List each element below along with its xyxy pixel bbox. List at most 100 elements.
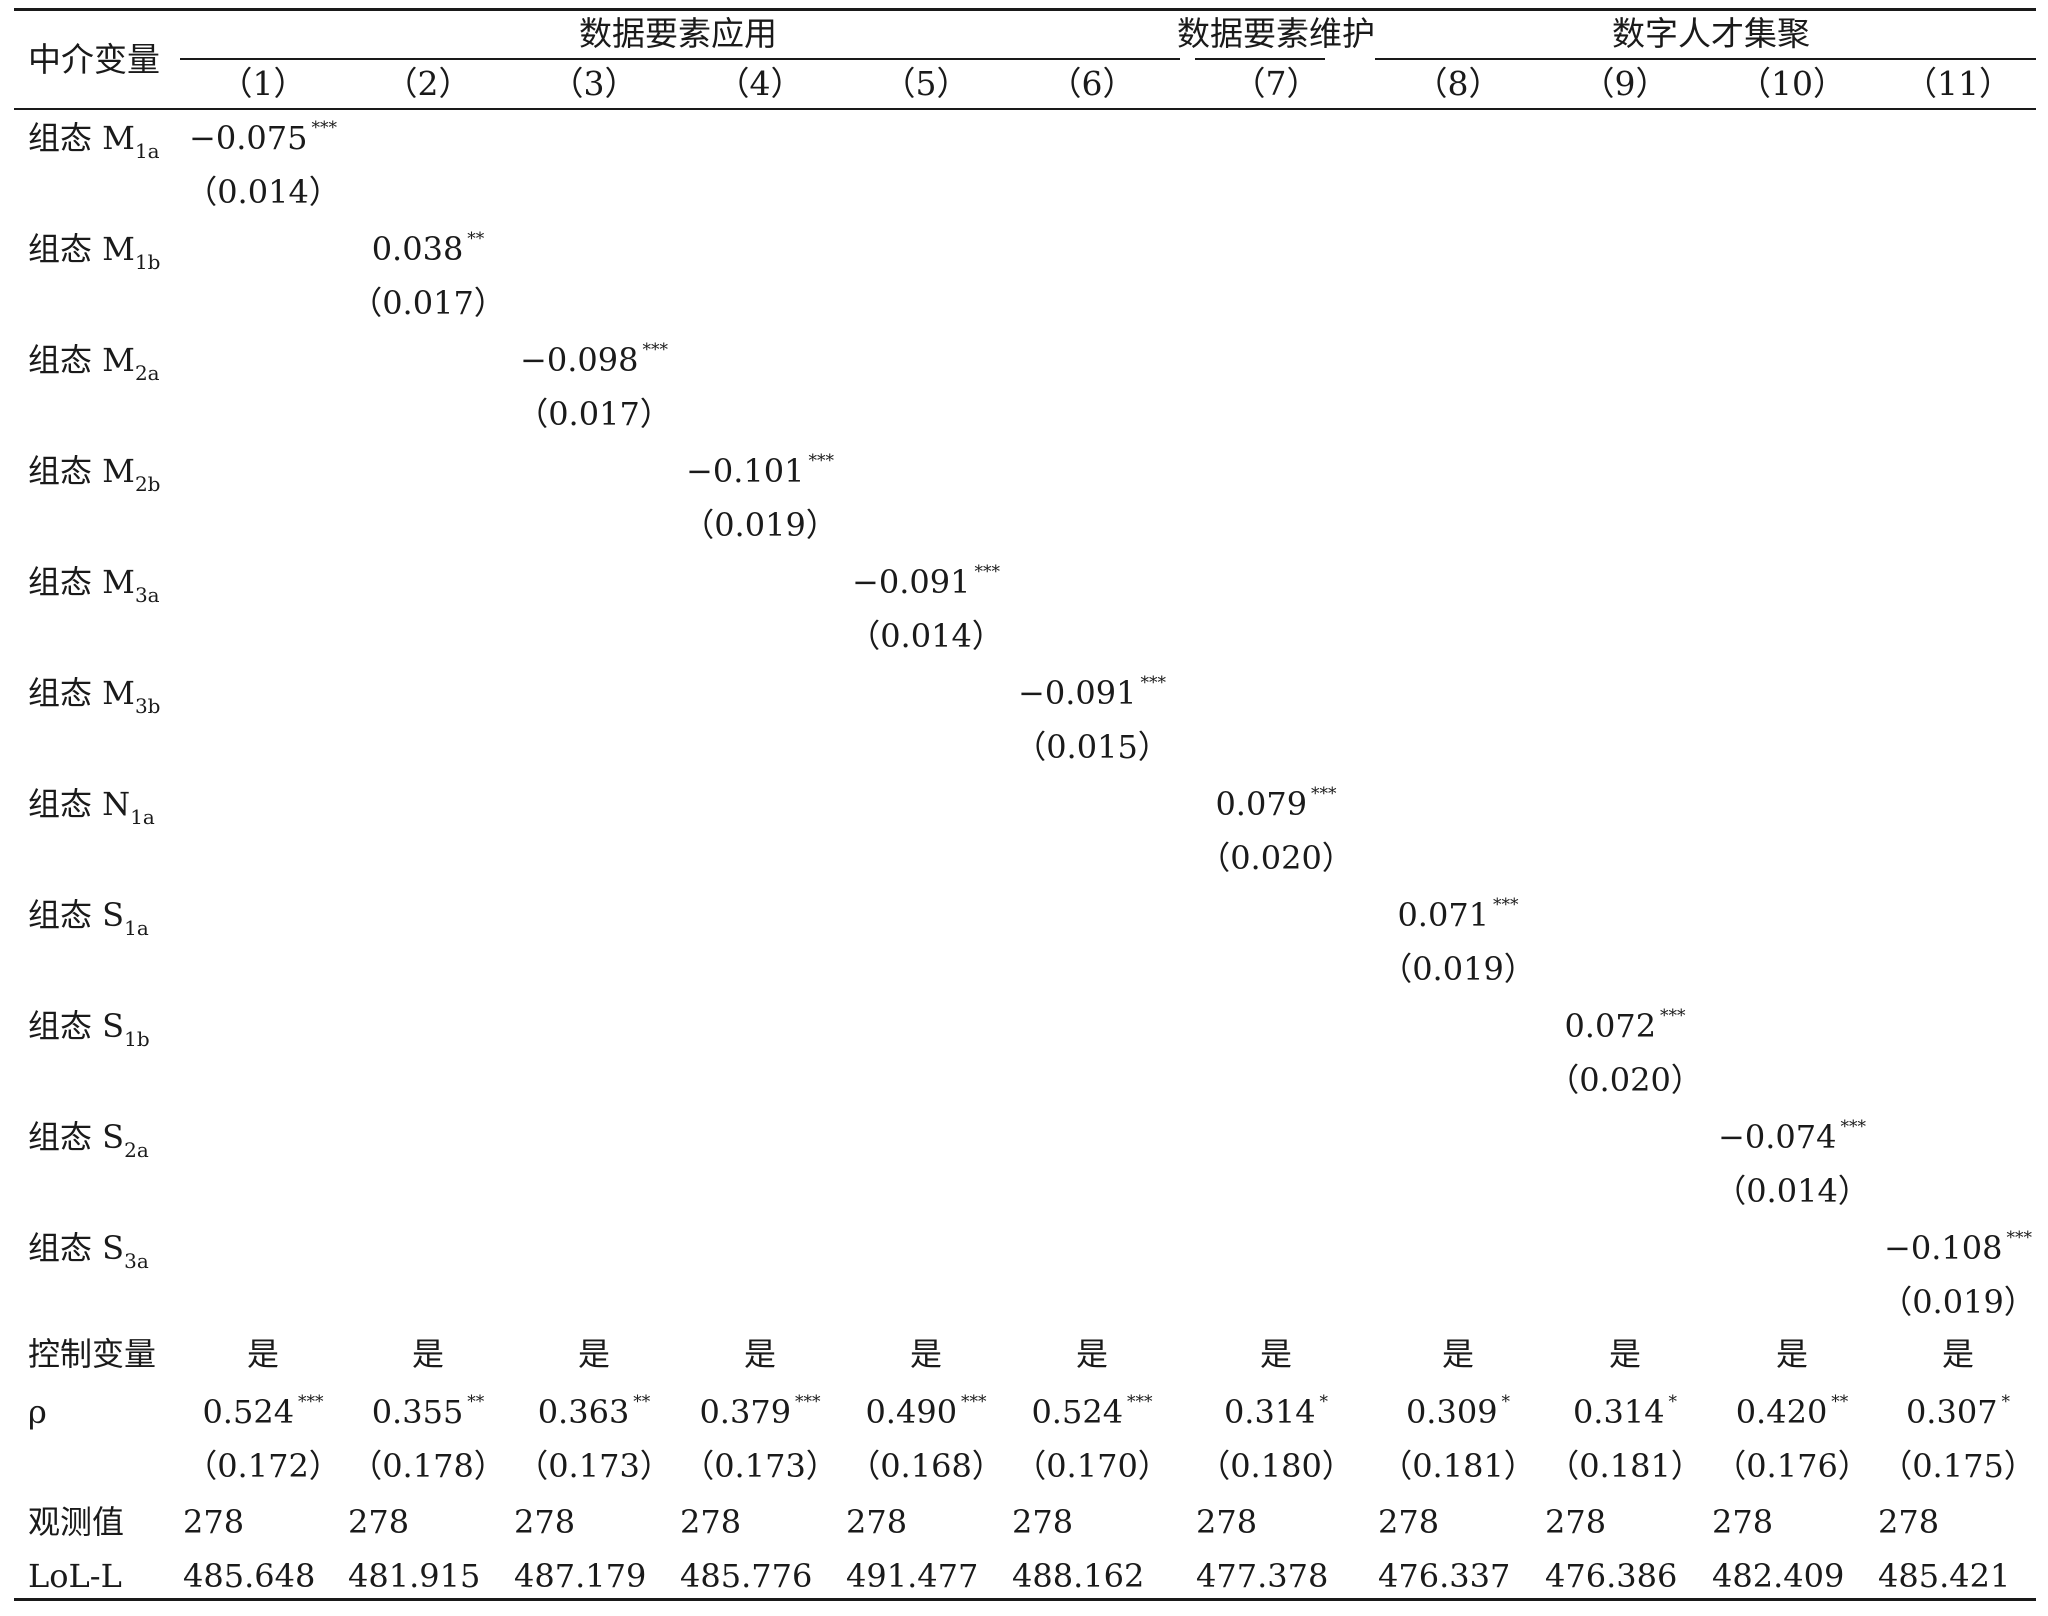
config-label-subscript: 2a — [134, 361, 160, 385]
significance-stars: *** — [1840, 1117, 1866, 1137]
config-label-subscript: 2b — [134, 472, 161, 496]
coefficient-value: 0.071 — [1397, 896, 1490, 934]
controls-value: 是 — [909, 1335, 943, 1373]
controls-value: 是 — [577, 1335, 611, 1373]
group-header-data-maintenance: 数据要素维护 — [1177, 14, 1375, 53]
significance-stars: *** — [961, 1392, 987, 1412]
controls-value: 是 — [743, 1335, 777, 1373]
config-coefficient: −0.091 *** — [852, 562, 1000, 608]
loglik-value: 477.378 — [1196, 1557, 1329, 1595]
config-label-subscript: 3a — [124, 1249, 149, 1273]
config-row-label: 组态 M2b — [28, 451, 161, 496]
rho-coefficient: 0.309 * — [1406, 1392, 1510, 1438]
rho-coefficient: 0.420 ** — [1736, 1392, 1849, 1438]
significance-stars: * — [2001, 1392, 2011, 1412]
config-coefficient: −0.098 *** — [520, 340, 668, 386]
config-label-subscript: 1a — [124, 916, 149, 940]
rho-coefficient: 0.355 ** — [372, 1392, 485, 1438]
coefficient-value: 0.524 — [1031, 1393, 1124, 1431]
top-rule — [14, 8, 2036, 11]
observations-value: 278 — [680, 1503, 742, 1541]
loglik-value: 485.421 — [1878, 1557, 2011, 1595]
observations-value: 278 — [1545, 1503, 1607, 1541]
rho-coefficient: 0.314 * — [1224, 1392, 1328, 1438]
config-row-label: 组态 M1a — [28, 118, 160, 163]
config-label-prefix: 组态 S — [28, 1229, 125, 1267]
group-header-data-application: 数据要素应用 — [579, 14, 777, 53]
column-header: （8） — [1414, 64, 1502, 103]
config-coefficient: −0.091 *** — [1018, 673, 1166, 719]
coefficient-value: 0.079 — [1215, 785, 1308, 823]
config-coefficient: 0.079 *** — [1215, 784, 1336, 830]
config-coefficient: −0.108 *** — [1884, 1228, 2032, 1274]
loglik-value: 488.162 — [1012, 1557, 1145, 1595]
observations-value: 278 — [1012, 1503, 1074, 1541]
rho-standard-error: （0.176） — [1714, 1447, 1870, 1485]
rho-standard-error: （0.181） — [1380, 1447, 1536, 1485]
config-label-subscript: 3a — [134, 583, 160, 607]
coefficient-value: −0.108 — [1884, 1229, 2003, 1267]
config-label-subscript: 1b — [124, 1027, 150, 1051]
significance-stars: *** — [311, 118, 337, 138]
config-standard-error: （0.019） — [682, 506, 838, 544]
config-row-label: 组态 S2a — [28, 1117, 149, 1162]
significance-stars: ** — [633, 1392, 651, 1412]
coefficient-value: −0.098 — [520, 341, 639, 379]
rho-standard-error: （0.173） — [516, 1447, 672, 1485]
group-rule-data-maintenance — [1195, 58, 1325, 60]
mediator-header: 中介变量 — [28, 40, 160, 79]
loglik-value: 482.409 — [1712, 1557, 1845, 1595]
config-label-subscript: 1a — [130, 805, 155, 829]
rho-standard-error: （0.173） — [682, 1447, 838, 1485]
loglik-label: LoL-L — [28, 1557, 122, 1595]
rho-standard-error: （0.178） — [350, 1447, 506, 1485]
rho-label: ρ — [28, 1393, 47, 1431]
significance-stars: *** — [808, 451, 834, 471]
observations-value: 278 — [846, 1503, 908, 1541]
controls-label: 控制变量 — [28, 1335, 157, 1373]
controls-value: 是 — [1075, 1335, 1109, 1373]
config-row-label: 组态 M3b — [28, 673, 160, 718]
rho-coefficient: 0.363 ** — [538, 1392, 651, 1438]
significance-stars: *** — [642, 340, 668, 360]
significance-stars: *** — [1140, 673, 1166, 693]
rho-standard-error: （0.181） — [1547, 1447, 1703, 1485]
config-label-prefix: 组态 M — [28, 452, 135, 490]
bottom-rule — [14, 1598, 2036, 1601]
observations-value: 278 — [1196, 1503, 1258, 1541]
config-coefficient: −0.075 *** — [189, 118, 337, 164]
significance-stars: * — [1501, 1392, 1511, 1412]
significance-stars: * — [1668, 1392, 1678, 1412]
significance-stars: * — [1319, 1392, 1329, 1412]
column-header: （10） — [1738, 64, 1846, 103]
column-header: （3） — [550, 64, 638, 103]
group-header-talent: 数字人才集聚 — [1612, 14, 1810, 53]
rho-coefficient: 0.524 *** — [1031, 1392, 1152, 1438]
coefficient-value: −0.075 — [189, 119, 308, 157]
observations-value: 278 — [183, 1503, 245, 1541]
rho-coefficient: 0.490 *** — [865, 1392, 986, 1438]
loglik-value: 487.179 — [514, 1557, 647, 1595]
column-header: （6） — [1048, 64, 1136, 103]
controls-value: 是 — [1259, 1335, 1293, 1373]
config-row-label: 组态 S1a — [28, 895, 149, 940]
rho-standard-error: （0.175） — [1880, 1447, 2036, 1485]
config-label-prefix: 组态 S — [28, 896, 125, 934]
significance-stars: *** — [974, 562, 1000, 582]
config-coefficient: 0.072 *** — [1564, 1006, 1685, 1052]
config-standard-error: （0.014） — [1714, 1172, 1870, 1210]
loglik-value: 491.477 — [846, 1557, 979, 1595]
loglik-value: 481.915 — [348, 1557, 481, 1595]
config-label-subscript: 1a — [134, 139, 160, 163]
significance-stars: *** — [795, 1392, 821, 1412]
observations-label: 观测值 — [28, 1503, 125, 1541]
rho-standard-error: （0.170） — [1014, 1447, 1170, 1485]
column-header: （9） — [1581, 64, 1669, 103]
config-standard-error: （0.020） — [1198, 839, 1354, 877]
significance-stars: *** — [1127, 1392, 1153, 1412]
coefficient-value: 0.038 — [371, 230, 464, 268]
coefficient-value: 0.524 — [202, 1393, 295, 1431]
rho-coefficient: 0.379 *** — [699, 1392, 820, 1438]
column-header: （7） — [1232, 64, 1320, 103]
